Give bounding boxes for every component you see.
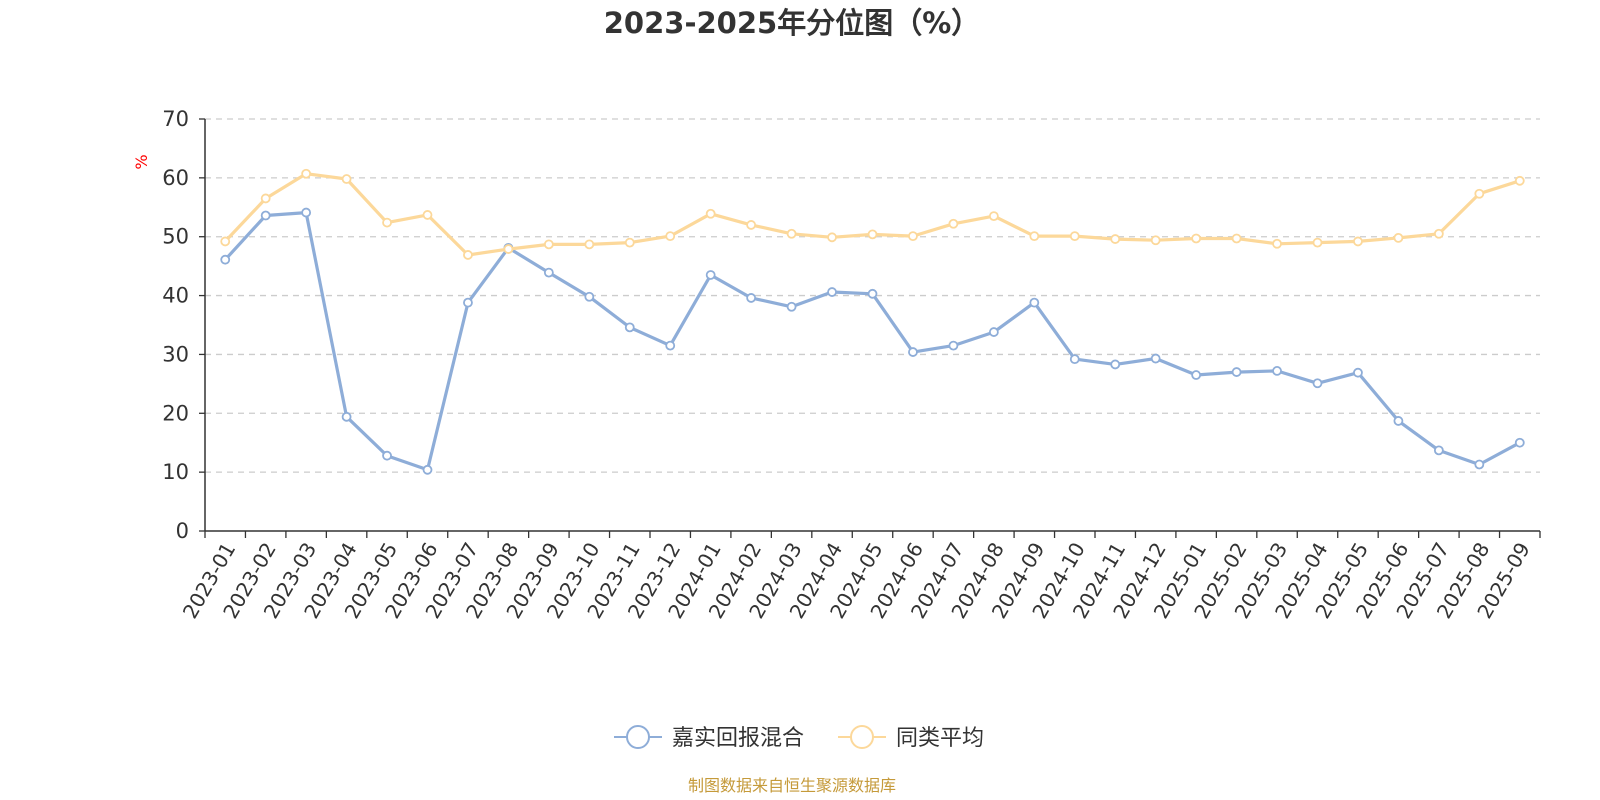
data-point[interactable]: [1069, 231, 1080, 242]
y-axis-ticks: 0 10 20 30 40 50 60 70: [162, 107, 205, 543]
data-point[interactable]: [1514, 175, 1525, 186]
data-point[interactable]: [422, 464, 433, 475]
data-point[interactable]: [1150, 235, 1161, 246]
data-point[interactable]: [908, 347, 918, 357]
data-point[interactable]: [624, 237, 635, 248]
legend-marker: [626, 725, 650, 749]
data-point[interactable]: [1312, 378, 1323, 389]
data-point[interactable]: [988, 211, 999, 222]
legend-item-2[interactable]: 同类平均: [838, 725, 984, 751]
data-point[interactable]: [1353, 236, 1363, 247]
data-point[interactable]: [624, 322, 635, 333]
axes: [204, 119, 1540, 532]
series-1: [220, 207, 1525, 475]
y-tick-label: 20: [162, 401, 189, 425]
data-point[interactable]: [1514, 437, 1525, 448]
legend[interactable]: 嘉实回报混合 同类平均: [614, 725, 984, 751]
data-point[interactable]: [382, 217, 392, 228]
data-point[interactable]: [341, 411, 352, 422]
grid-lines: [205, 118, 1540, 473]
data-point[interactable]: [867, 229, 878, 240]
chart-title: 2023-2025年分位图（%）: [604, 6, 981, 40]
data-point[interactable]: [827, 232, 837, 243]
legend-label: 嘉实回报混合: [672, 726, 804, 751]
y-tick-label: 0: [176, 519, 189, 543]
y-tick-label: 30: [162, 342, 189, 366]
data-point[interactable]: [1272, 366, 1282, 376]
data-point[interactable]: [260, 193, 271, 204]
data-point[interactable]: [1110, 234, 1121, 244]
data-point[interactable]: [1353, 367, 1363, 378]
data-point[interactable]: [1231, 367, 1242, 377]
data-point[interactable]: [1272, 238, 1282, 249]
data-point[interactable]: [1474, 459, 1485, 470]
data-point[interactable]: [1191, 233, 1202, 244]
series-line: [224, 211, 1521, 472]
data-point[interactable]: [705, 270, 716, 280]
data-point[interactable]: [1393, 232, 1404, 243]
data-point[interactable]: [301, 207, 312, 218]
data-point[interactable]: [1312, 237, 1323, 248]
data-point[interactable]: [1393, 416, 1404, 426]
data-point[interactable]: [1433, 228, 1444, 239]
data-source-note: 制图数据来自恒生聚源数据库: [688, 776, 896, 795]
data-point[interactable]: [463, 250, 473, 260]
legend-marker: [850, 725, 874, 749]
data-point[interactable]: [422, 210, 433, 220]
data-point[interactable]: [908, 231, 918, 242]
data-point[interactable]: [1474, 188, 1485, 199]
data-point[interactable]: [463, 297, 473, 308]
data-point[interactable]: [867, 288, 878, 299]
data-point[interactable]: [220, 254, 231, 265]
data-point[interactable]: [220, 236, 231, 247]
data-point[interactable]: [260, 210, 271, 221]
data-point[interactable]: [1029, 297, 1040, 308]
series-line: [224, 172, 1521, 257]
y-axis-unit-label: %: [132, 154, 151, 169]
data-point[interactable]: [543, 239, 554, 250]
data-point[interactable]: [584, 239, 595, 250]
legend-item-1[interactable]: 嘉实回报混合: [614, 725, 804, 751]
series-lines: [220, 168, 1525, 475]
data-point[interactable]: [786, 228, 797, 239]
data-point[interactable]: [786, 301, 797, 312]
data-point[interactable]: [503, 244, 514, 254]
data-point[interactable]: [948, 218, 959, 229]
data-point[interactable]: [1110, 359, 1121, 370]
data-point[interactable]: [1069, 354, 1080, 365]
data-point[interactable]: [746, 220, 757, 230]
data-point[interactable]: [988, 327, 999, 337]
data-point[interactable]: [584, 291, 595, 302]
y-tick-label: 40: [162, 284, 189, 308]
data-point[interactable]: [1150, 353, 1161, 364]
data-point[interactable]: [1029, 231, 1040, 242]
y-tick-label: 70: [162, 107, 189, 131]
data-point[interactable]: [301, 168, 312, 179]
data-point[interactable]: [746, 293, 757, 303]
data-point[interactable]: [1191, 370, 1202, 380]
data-point[interactable]: [1433, 445, 1444, 456]
data-point[interactable]: [543, 267, 554, 278]
data-point[interactable]: [382, 450, 392, 461]
y-tick-label: 60: [162, 166, 189, 190]
data-point[interactable]: [705, 208, 716, 219]
y-tick-label: 50: [162, 225, 189, 249]
data-point[interactable]: [948, 340, 959, 351]
data-point[interactable]: [827, 287, 837, 297]
x-axis-ticks: 2023-012023-022023-032023-042023-052023-…: [178, 531, 1541, 623]
data-point[interactable]: [1231, 233, 1242, 244]
data-point[interactable]: [665, 340, 676, 351]
series-2: [220, 168, 1525, 260]
legend-label: 同类平均: [896, 726, 984, 751]
y-tick-label: 10: [162, 460, 189, 484]
data-point[interactable]: [665, 231, 676, 242]
data-point[interactable]: [341, 174, 352, 184]
